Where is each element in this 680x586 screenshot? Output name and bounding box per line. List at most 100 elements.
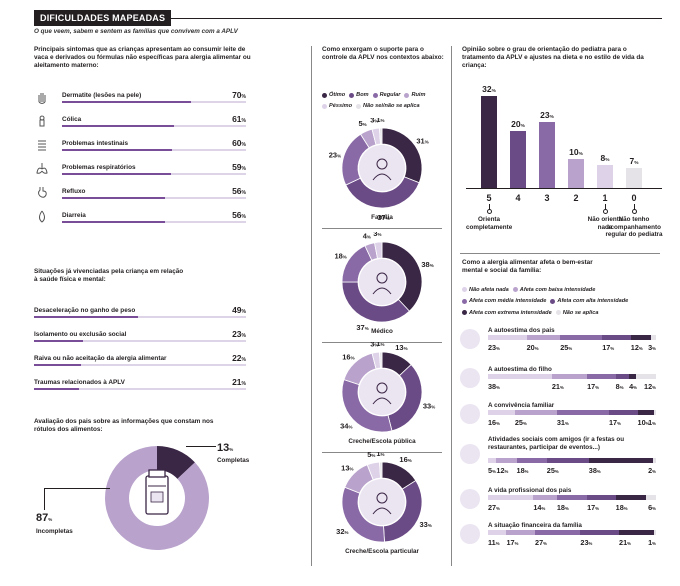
bar-category-label: 4 [515, 193, 521, 203]
stack-value-label: 12% [496, 466, 509, 475]
stack-segment [587, 374, 616, 379]
stack-value-label: 18% [615, 503, 628, 512]
wellbeing-values: 5% 12% 18% 25% 38% 2% [488, 466, 656, 476]
wellbeing-row-label: A vida profissional dos pais [488, 487, 572, 494]
wellbeing-stacked-bar [488, 374, 656, 379]
donut-value-label: 38% [421, 260, 433, 269]
stack-segment [488, 530, 507, 535]
situation-row: Isolamento ou exclusão social 23% [34, 329, 246, 349]
support-legend-item: Ruim [404, 91, 425, 100]
stack-segment [506, 530, 536, 535]
stack-segment [546, 458, 589, 463]
wellbeing-values: 16% 25% 31% 17% 10% 1% [488, 418, 656, 428]
stack-segment [488, 410, 515, 415]
lungs-icon [36, 163, 48, 174]
situations-title: Situações já vivenciadas pela criança em… [34, 268, 184, 283]
stack-value-label: 18% [556, 503, 569, 512]
wellbeing-row: Atividades sociais com amigos (ir a fest… [460, 436, 656, 475]
labels-incomplete-value: 87% [36, 512, 53, 524]
stack-value-label: 27% [488, 503, 500, 512]
symptom-value: 70% [232, 90, 246, 100]
symptom-label: Cólica [62, 116, 82, 123]
situation-bar-fill [34, 340, 83, 342]
stack-segment [608, 410, 638, 415]
support-donut-name: Creche/Escola particular [345, 548, 419, 555]
wellbeing-stacked-bar [488, 410, 656, 415]
situation-label: Isolamento ou exclusão social [34, 331, 127, 338]
bar-3 [539, 122, 555, 188]
stack-segment [488, 335, 527, 340]
wellbeing-legend-item: Afeta com alta intensidade [550, 296, 628, 306]
situation-bar-fill [34, 364, 81, 366]
stack-value-label: 27% [535, 538, 547, 547]
symptom-bar-fill [62, 149, 173, 151]
symptom-row: Problemas intestinais 60% [34, 138, 246, 164]
bar-value-label: 23% [540, 110, 554, 121]
stack-segment [516, 458, 547, 463]
stack-segment [637, 410, 655, 415]
donut-value-label: 1% [376, 342, 384, 348]
bar-value-label: 10% [569, 147, 583, 158]
family-icon [359, 145, 405, 191]
bar-5 [481, 96, 497, 188]
symptom-label: Problemas intestinais [62, 140, 129, 147]
stack-value-label: 1% [648, 418, 656, 427]
stack-segment [588, 458, 653, 463]
wellbeing-stacked-bar [488, 458, 656, 463]
bar-category-label: 2 [573, 193, 579, 203]
stack-segment [615, 374, 630, 379]
support-donut-name: Médico [371, 328, 393, 335]
stack-value-label: 12% [630, 343, 643, 352]
stack-value-label: 21% [619, 538, 631, 547]
labels-slice-incomplete [105, 446, 209, 550]
support-donut-name: Família [371, 214, 393, 221]
situation-bar-track [34, 340, 246, 342]
situation-bar-track [34, 364, 246, 366]
situation-row: Raiva ou não aceitação da alergia alimen… [34, 353, 246, 373]
situation-bar-track [34, 316, 246, 318]
bar-baseline [466, 188, 662, 189]
wellbeing-legend-item: Afeta com extrema intensidade [462, 308, 552, 318]
stack-value-label: 21% [551, 382, 564, 391]
donut-separator [322, 228, 442, 229]
wellbeing-row: A situação financeira da família 11% 17% 27… [460, 522, 656, 556]
donut-value-label: 34% [340, 422, 352, 431]
support-legend-item: Ótimo [322, 91, 345, 100]
intestine-icon [38, 140, 46, 151]
wellbeing-row: A convivência familiar 16% 25% 31% 17% 10% 1% [460, 402, 656, 436]
donut-value-label: 3% [370, 118, 378, 125]
stack-value-label: 23% [488, 343, 500, 352]
milk-carton-icon [145, 469, 169, 515]
page-subtitle: O que veem, sabem e sentem as famílias q… [34, 28, 238, 35]
public-school-icon [359, 369, 405, 415]
stack-segment [652, 458, 656, 463]
bar-category-label: 5 [486, 193, 492, 203]
wellbeing-values: 27% 14% 18% 17% 18% 6% [488, 503, 656, 513]
stack-segment [619, 530, 655, 535]
support-donut-3: 16% 33% 32% 13% 5% 1% Creche/Escola particular [312, 449, 452, 562]
symptom-bar-fill [62, 197, 166, 199]
symptom-bar-fill [62, 101, 191, 103]
support-legend-item: Péssimo [322, 102, 352, 111]
wellbeing-row-label: A convivência familiar [488, 402, 555, 409]
stack-value-label: 14% [533, 503, 546, 512]
wellbeing-values: 23% 20% 25% 17% 12% 3% [488, 343, 656, 353]
bar-0 [626, 167, 642, 188]
stack-segment [535, 530, 581, 535]
stack-value-label: 20% [526, 343, 539, 352]
symptom-bar-track [62, 149, 246, 151]
symptom-bar-fill [62, 125, 175, 127]
stack-segment [587, 495, 616, 500]
bar-value-label: 8% [600, 153, 610, 164]
bar-note: Não orienta nada [587, 216, 623, 231]
parent-icon [460, 329, 480, 349]
hand-icon [38, 93, 46, 104]
support-donut-2: 13% 33% 34% 16% 3% 1% Creche/Escola pública [312, 339, 452, 453]
stack-value-label: 25% [514, 418, 527, 427]
note-tick [489, 204, 490, 210]
support-donut-name: Creche/Escola pública [348, 438, 416, 445]
stack-value-label: 6% [648, 503, 656, 512]
support-donut-1: 38% 37% 18% 4% 3% Médico [312, 229, 452, 343]
stack-value-label: 17% [602, 343, 615, 352]
stack-value-label: 31% [556, 418, 569, 427]
